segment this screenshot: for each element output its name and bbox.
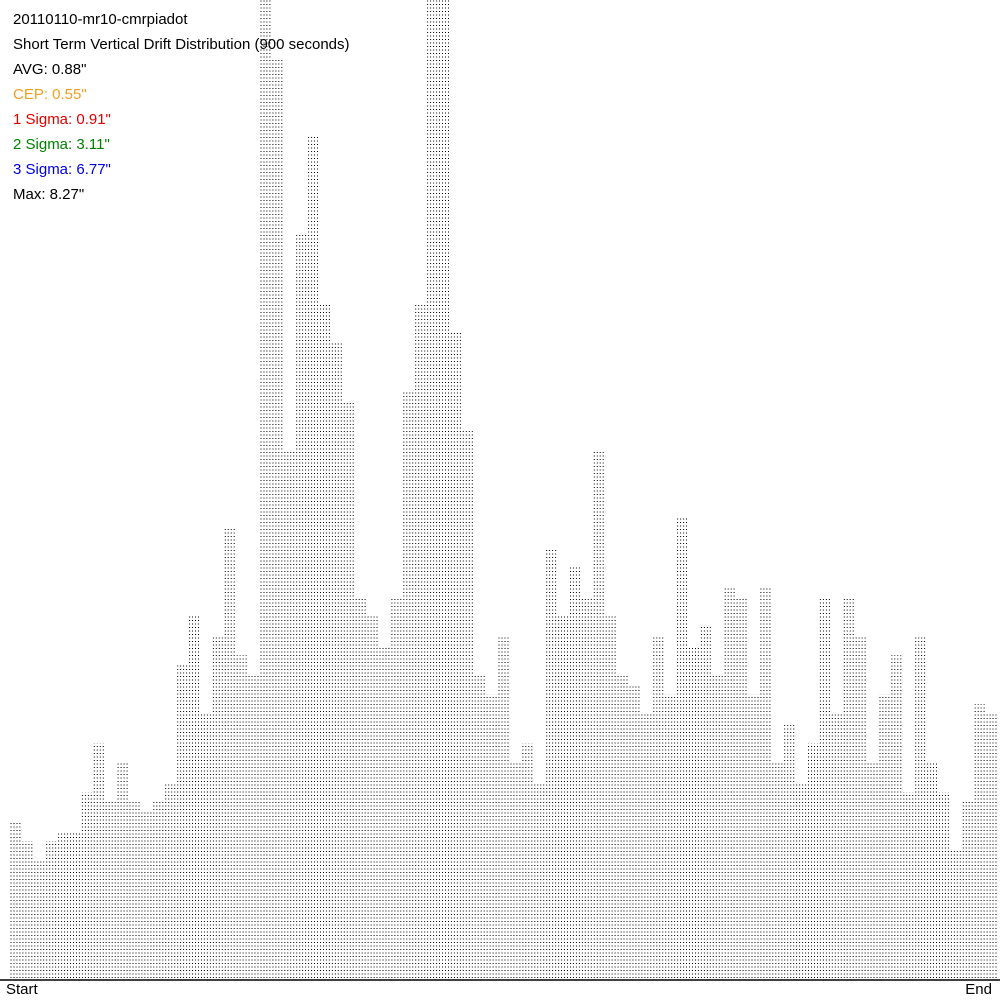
stat-label: 1 Sigma: 0.91" xyxy=(13,111,111,128)
dot-column xyxy=(450,332,461,978)
stat-label: 3 Sigma: 6.77" xyxy=(13,161,111,178)
stat-label: CEP: 0.55" xyxy=(13,86,87,103)
chart-title: 20110110-mr10-cmrpiadot xyxy=(13,11,188,28)
dot-column xyxy=(224,528,235,978)
x-end-label: End xyxy=(965,981,992,998)
dot-column xyxy=(129,802,140,978)
dot-column xyxy=(296,234,307,978)
dot-column xyxy=(236,655,247,978)
stat-label: Max: 8.27" xyxy=(13,186,84,203)
dot-column xyxy=(462,430,473,978)
dot-column xyxy=(974,704,985,978)
chart-subtitle: Short Term Vertical Drift Distribution (… xyxy=(13,36,350,53)
stat-label: AVG: 0.88" xyxy=(13,61,86,78)
dot-column xyxy=(950,850,961,978)
dot-column xyxy=(891,655,902,978)
x-start-label: Start xyxy=(6,981,39,998)
dot-column xyxy=(153,802,164,978)
dot-column xyxy=(308,136,318,978)
stat-label: 2 Sigma: 3.11" xyxy=(13,136,110,153)
dot-column xyxy=(962,802,973,978)
dot-column xyxy=(105,802,116,978)
